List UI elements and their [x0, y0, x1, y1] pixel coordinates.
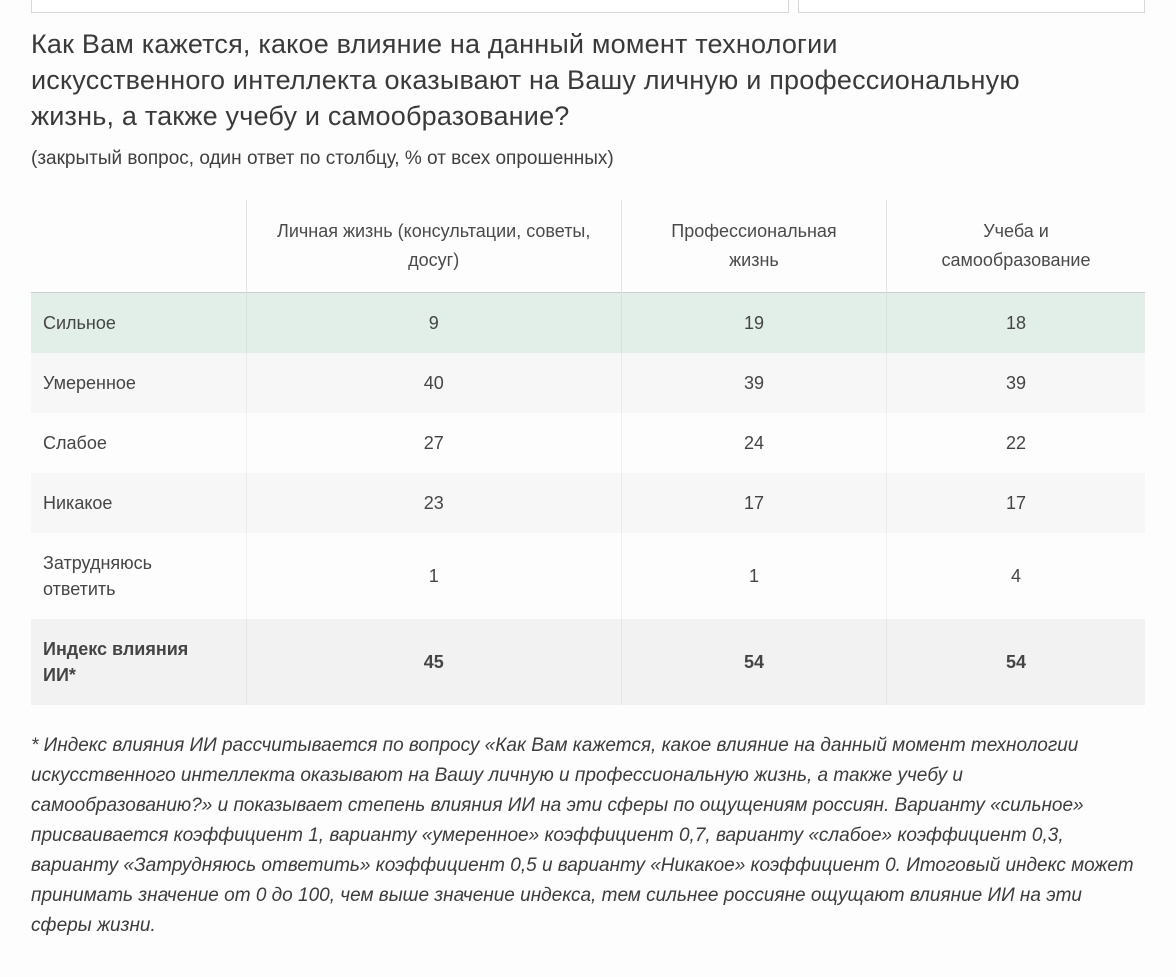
- value-cell: 27: [245, 413, 622, 473]
- column-header-empty: [31, 200, 246, 293]
- row-label: Сильное: [43, 313, 116, 333]
- value-cell: 17: [620, 473, 887, 533]
- value-cell: 19: [620, 292, 887, 353]
- value-cell: 1: [620, 533, 887, 619]
- column-header-professional-life: Профессиональная жизнь: [620, 200, 887, 293]
- row-label: Умеренное: [43, 373, 136, 393]
- value-cell: 40: [245, 353, 622, 413]
- value-cell: 18: [886, 292, 1145, 353]
- index-methodology-footnote: * Индекс влияния ИИ рассчитывается по во…: [31, 735, 1134, 936]
- table-row-weak: Слабое 27 24 22: [31, 413, 1145, 473]
- page-title: Как Вам кажется, какое влияние на данный…: [31, 29, 1020, 131]
- value-cell: 54: [886, 619, 1145, 705]
- cropped-tab-left[interactable]: [31, 0, 789, 13]
- row-label: Индекс влияния ИИ*: [43, 639, 189, 685]
- value-cell: 22: [886, 413, 1145, 473]
- table-row-moderate: Умеренное 40 39 39: [31, 353, 1145, 413]
- value-cell: 45: [245, 619, 622, 705]
- cropped-tab-right[interactable]: [798, 0, 1145, 13]
- survey-results-page: Как Вам кажется, какое влияние на данный…: [31, 0, 1145, 936]
- value-cell: 23: [245, 473, 622, 533]
- results-table: Личная жизнь (консультации, советы, досу…: [31, 200, 1145, 705]
- column-header-personal-life: Личная жизнь (консультации, советы, досу…: [245, 200, 622, 293]
- question-subtitle: (закрытый вопрос, один ответ по столбцу,…: [31, 148, 614, 169]
- row-label: Затрудняюсь ответить: [43, 553, 153, 599]
- table-row-none: Никакое 23 17 17: [31, 473, 1145, 533]
- value-cell: 4: [886, 533, 1145, 619]
- table-row-ai-influence-index: Индекс влияния ИИ* 45 54 54: [31, 619, 1145, 705]
- value-cell: 39: [620, 353, 887, 413]
- value-cell: 24: [620, 413, 887, 473]
- value-cell: 39: [886, 353, 1145, 413]
- column-header-education: Учеба и самообразование: [886, 200, 1145, 293]
- value-cell: 1: [245, 533, 622, 619]
- cropped-top-toolbar: [31, 0, 1145, 13]
- value-cell: 54: [620, 619, 887, 705]
- table-header-row: Личная жизнь (консультации, советы, досу…: [31, 200, 1145, 293]
- table-row-strong: Сильное 9 19 18: [31, 292, 1145, 353]
- table-row-difficult-to-answer: Затрудняюсь ответить 1 1 4: [31, 533, 1145, 619]
- value-cell: 9: [245, 292, 622, 353]
- row-label: Слабое: [43, 433, 107, 453]
- row-label: Никакое: [43, 493, 113, 513]
- value-cell: 17: [886, 473, 1145, 533]
